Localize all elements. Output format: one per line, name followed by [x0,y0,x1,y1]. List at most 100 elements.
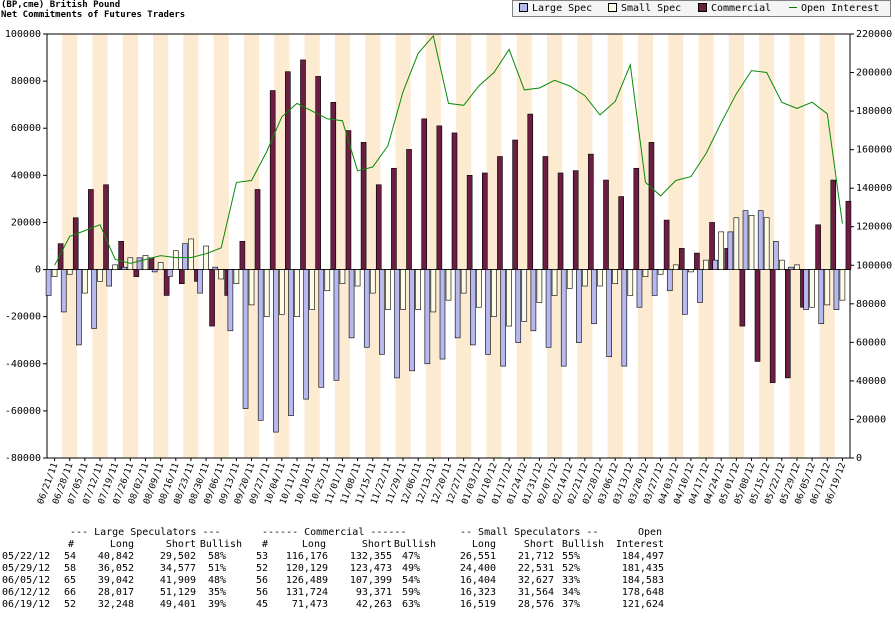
large-spec-bar [576,269,582,343]
small-spec-bar [66,269,73,275]
row-large-long: 28,017 [97,587,134,598]
header-small-speculators: -- Small Speculators -- [460,527,599,538]
commercial-bar [57,243,64,270]
large-spec-bar [151,269,158,273]
small-spec-bar [809,269,815,308]
small-spec-bar [218,269,225,280]
row-commercial-short: 132,355 [349,551,392,562]
table-row: 06/19/12 52 32,248 49,401 39% 45 71,473 42,263 6… [0,599,895,611]
large-spec-bar [651,269,658,296]
bg-stripe [698,34,714,458]
bg-stripe [789,34,805,458]
small-spec-bar [97,269,103,282]
row-commercial-bullish: 54% [401,575,420,586]
commercial-bar [330,102,337,270]
row-large-bullish: 48% [207,575,226,586]
small-spec-bar [536,269,543,303]
row-large-count: 66 [63,587,76,598]
y-right-tick-label: 20000 [856,414,886,425]
bg-stripe [577,34,593,458]
header-num-commercial: # [262,539,269,550]
small-spec-bar [400,269,406,310]
commercial-bar [375,184,382,270]
small-spec-bar [703,259,709,270]
row-small-bullish: 52% [561,563,580,574]
small-spec-bar [566,269,573,289]
small-spec-bar [263,269,270,317]
large-spec-bar [591,269,597,325]
small-spec-bar [415,269,421,310]
large-spec-bar [712,259,719,270]
legend-open-interest: Open Interest [789,3,879,14]
small-spec-bar [521,269,528,322]
commercial-bar [209,269,215,327]
large-spec-bar [666,269,673,292]
small-spec-bar [794,264,800,270]
row-commercial-bullish: 59% [401,587,420,598]
header-long-commercial: Long [301,539,326,550]
large-spec-bar [379,269,385,355]
small-spec-bar [279,269,285,315]
large-spec-bar [409,269,415,372]
commercial-bar [345,130,352,270]
commercial-bar [482,172,488,270]
commercial-bar [118,240,124,270]
commercial-bar [678,248,685,270]
row-commercial-bullish: 47% [401,551,420,562]
commercial-bar [436,125,443,270]
small-spec-bar [430,269,437,313]
large-spec-bar [303,269,309,400]
small-spec-bar [460,269,467,294]
large-spec-bar [560,269,567,367]
large-spec-bar [318,269,325,388]
commercial-bar [830,179,837,270]
small-spec-bar [309,269,315,310]
row-open-interest: 178,648 [621,587,664,598]
cot-chart: 100000800006000040000200000-20000-40000-… [5,29,892,506]
small-spec-bar [203,245,209,270]
commercial-bar [406,149,412,270]
small-spec-bar [385,269,391,310]
small-spec-bar [188,238,194,270]
large-spec-bar [773,240,779,270]
legend-commercial: Commercial [698,3,771,14]
row-commercial-long: 131,724 [285,587,328,598]
small-spec-bar [672,264,679,270]
row-small-short: 22,531 [517,563,554,574]
table-header-columns: # Long Short Bullish # Long Short Bullish Long Sh… [0,539,895,551]
row-commercial-short: 123,473 [349,563,392,574]
row-date: 05/22/12 [2,551,51,562]
large-spec-bar [788,266,794,270]
header-bullish-small: Bullish [561,539,604,550]
small-spec-bar [369,269,376,294]
y-left-tick-label: 80000 [11,76,41,87]
y-left-tick-label: -40000 [5,359,41,370]
small-spec-bar [657,269,664,275]
row-small-short: 21,712 [517,551,554,562]
commercial-bar [769,269,776,383]
row-small-long: 26,551 [459,551,496,562]
y-left-tick-label: 100000 [5,29,41,40]
row-commercial-short: 42,263 [355,599,392,610]
row-large-count: 65 [63,575,76,586]
table-row: 06/12/12 66 28,017 51,129 35% 56 131,724 93,371… [0,587,895,599]
large-spec-bar [288,269,294,416]
row-large-short: 34,577 [159,563,196,574]
commercial-bar [451,132,458,270]
large-spec-bar [833,269,840,310]
row-large-count: 52 [63,599,76,610]
large-spec-bar [227,269,234,332]
header-short-commercial: Short [361,539,392,550]
table-header-groups: --- Large Speculators --- ------ Commerci… [0,527,895,539]
header-short: Short [165,539,196,550]
y-left-tick-label: 40000 [11,170,41,181]
bg-stripe [122,34,138,458]
large-spec-bar [363,269,370,348]
legend-small-spec-label: Small Spec [621,3,682,14]
y-right-tick-label: 200000 [856,68,892,79]
large-spec-bar [348,269,355,339]
large-spec-bar [606,269,612,358]
y-right-tick-label: 100000 [856,260,892,271]
row-small-bullish: 33% [561,575,580,586]
y-right-tick-label: 0 [856,453,862,464]
